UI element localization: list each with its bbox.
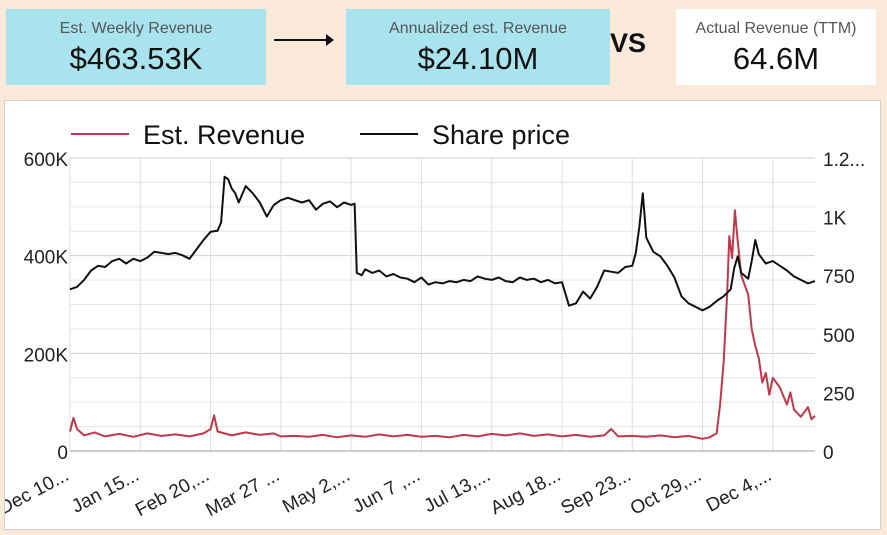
y-right-tick-label: 0: [823, 443, 834, 464]
x-tick-label: Jun 7 ,...: [350, 465, 424, 518]
x-tick-label: Dec 10...: [5, 465, 72, 519]
y-right-tick-label: 500: [823, 326, 855, 347]
y-left-tick-label: 400K: [24, 248, 69, 269]
x-tick-label: May 2,...: [279, 465, 353, 518]
x-tick-label: Mar 27 ...: [202, 465, 283, 521]
actual-revenue-label: Actual Revenue (TTM): [695, 20, 857, 37]
x-tick-label: Jul 13,...: [421, 465, 494, 517]
y-left-tick-label: 0: [57, 443, 68, 464]
x-tick-label: Aug 18...: [487, 465, 564, 519]
actual-revenue-value: 64.6M: [732, 41, 820, 76]
legend-share-price-label: Share price: [432, 120, 570, 150]
weekly-revenue-value: $463.53K: [69, 41, 203, 76]
y-right-tick-label: 1K: [823, 209, 847, 230]
annualized-revenue-card: Annualized est. Revenue $24.10M: [346, 9, 610, 85]
y-right-tick-label: 250: [823, 384, 855, 405]
revenue-share-chart: 0 200K 400K 600K 0 250 500 750 1K 1.2... Dec 10...…: [0, 120, 865, 521]
y-left-tick-label: 200K: [24, 345, 69, 366]
actual-revenue-card: Actual Revenue (TTM) 64.6M: [676, 9, 876, 85]
weekly-revenue-label: Est. Weekly Revenue: [59, 20, 213, 37]
x-tick-label: Jan 15...: [68, 465, 142, 518]
arrow-right-icon: [274, 34, 334, 46]
annualized-revenue-label: Annualized est. Revenue: [389, 20, 567, 37]
vs-label: VS: [610, 28, 647, 58]
y-right-tick-label: 1.2...: [823, 150, 865, 171]
x-tick-label: Feb 20,...: [132, 465, 213, 521]
x-tick-label: Oct 29,...: [627, 465, 705, 520]
legend-est-revenue-label: Est. Revenue: [143, 120, 305, 150]
x-tick-label: Sep 23...: [558, 465, 635, 519]
series-line-share-price: [69, 175, 816, 312]
series-line-est-revenue: [69, 209, 816, 440]
annualized-revenue-value: $24.10M: [417, 41, 539, 76]
x-tick-label: Dec 4,...: [703, 465, 775, 517]
y-left-tick-label: 600K: [24, 150, 69, 171]
y-right-tick-label: 750: [823, 267, 855, 288]
weekly-revenue-card: Est. Weekly Revenue $463.53K: [6, 9, 266, 85]
chart-panel: 0 200K 400K 600K 0 250 500 750 1K 1.2... Dec 10...…: [0, 100, 881, 530]
